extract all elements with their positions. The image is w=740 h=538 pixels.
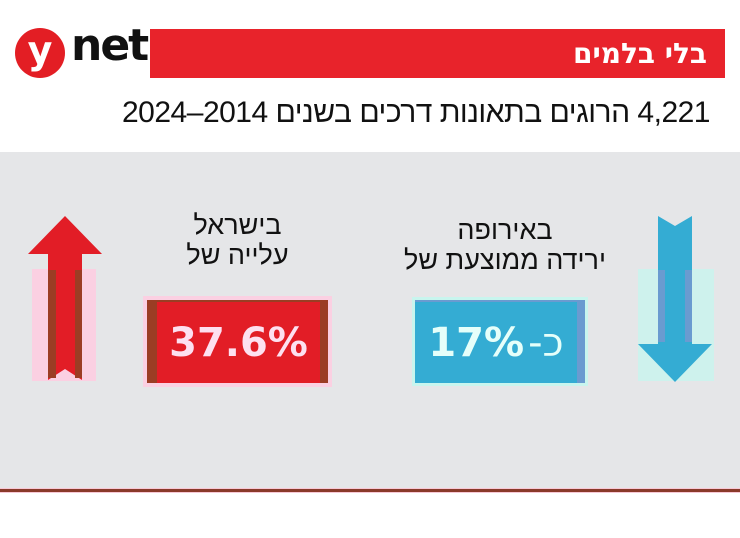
section-header-bar: בלי בלמים xyxy=(150,29,725,78)
europe-value: 17% xyxy=(428,319,525,366)
page-title: 4,221 הרוגים בתאונות דרכים בשנים 2014–20… xyxy=(122,96,711,129)
europe-label-line1: באירופה xyxy=(457,215,553,245)
europe-label: באירופה ירידה ממוצעת של xyxy=(380,215,630,275)
europe-value-prefix: כ- xyxy=(528,319,564,366)
israel-value: 37.6% xyxy=(169,319,308,366)
logo-mark: y xyxy=(15,28,65,78)
up-arrow-icon xyxy=(28,216,102,381)
logo-text: net xyxy=(71,20,149,71)
israel-label: בישראל עלייה של xyxy=(150,210,325,270)
down-arrow-icon xyxy=(638,216,714,382)
israel-label-line2: עלייה של xyxy=(186,240,289,270)
israel-value-box: 37.6% xyxy=(147,300,328,383)
israel-label-line1: בישראל xyxy=(193,210,282,240)
panel-divider xyxy=(0,489,740,492)
europe-label-line2: ירידה ממוצעת של xyxy=(404,245,606,275)
europe-value-box: 17% כ- xyxy=(415,300,585,383)
stats-panel xyxy=(0,152,740,489)
ynet-logo[interactable]: y net xyxy=(15,24,149,78)
section-label: בלי בלמים xyxy=(572,37,707,70)
